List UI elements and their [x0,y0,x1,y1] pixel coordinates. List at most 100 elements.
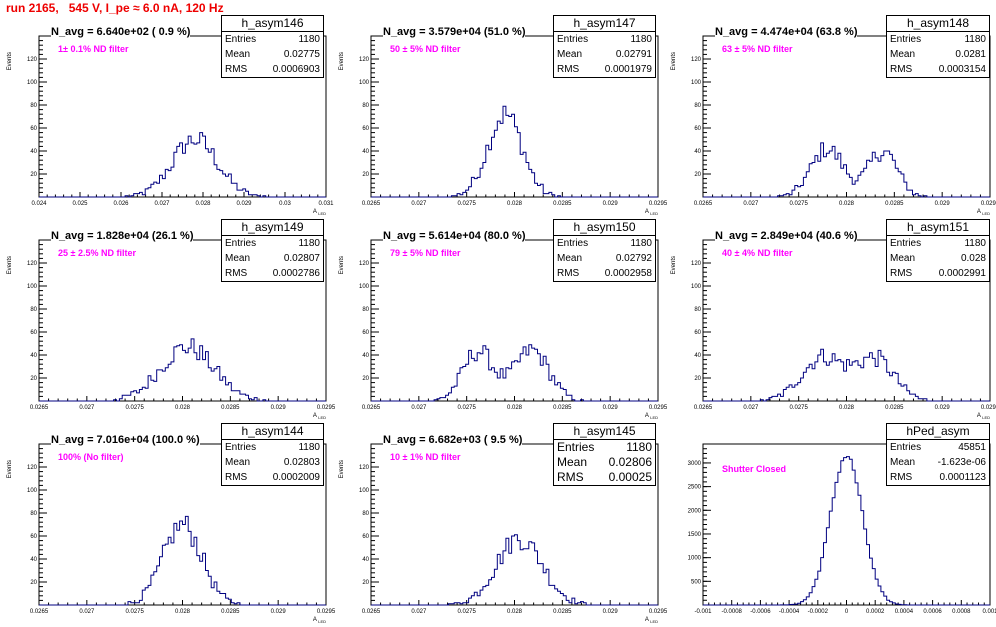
y-tick-label: 100 [27,284,38,290]
stats-row: RMS 0.0001979 [554,62,655,77]
stats-box: h_asym144 Entries 1180 Mean 0.02803 RMS 0.0002… [221,423,324,486]
y-tick-label: 100 [27,80,38,86]
histogram-title: h_asym148 [887,16,989,32]
stats-row: Mean 0.02775 [222,47,323,62]
x-axis-label: A LED [645,209,658,216]
x-tick-label: 0.028 [175,405,191,411]
histogram-panel-h_asym149: 0.0265 0.027 0.0275 0.028 0.0285 0.029 0.0295 2… [0,218,336,423]
stats-value: 0.02775 [283,49,320,60]
x-tick-label: 0.03 [279,201,291,207]
stats-value: 0.02792 [615,253,652,264]
y-tick-label: 40 [362,557,369,563]
x-tick-label: -0.0008 [722,609,743,615]
x-tick-label: 0.028 [839,201,855,207]
histogram-panel-h_asym150: 0.0265 0.027 0.0275 0.028 0.0285 0.029 0.0295 2… [332,218,668,423]
stats-key: RMS [890,64,913,75]
x-tick-label: -0.0006 [750,609,771,615]
x-tick-label: 0.029 [935,201,951,207]
x-tick-label: 0.026 [113,201,129,207]
x-tick-label: 0.028 [839,405,855,411]
stats-key: Entries [225,34,257,45]
stats-row: RMS 0.0002786 [222,266,323,281]
stats-row: Entries 1180 [554,236,655,251]
x-tick-label: 0.0295 [649,609,668,615]
x-tick-label: 0.0275 [125,609,144,615]
n-avg-annotation: N_avg = 1.828e+04 (26.1 %) [51,230,194,242]
y-tick-label: 40 [362,353,369,359]
stats-value: 0.02803 [283,457,320,468]
x-tick-label: 0.029 [271,609,287,615]
stats-row: Mean 0.02806 [554,455,655,470]
stats-box: h_asym145 Entries 1180 Mean 0.02806 RMS 0.0002… [553,423,656,486]
stats-value: 0.0281 [955,49,986,60]
filter-label: Shutter Closed [722,464,787,474]
histogram-plot: -0.001 -0.0008 -0.0006 -0.0004 -0.0002 0 0.000… [688,443,996,615]
stats-row: Mean 0.028 [887,251,989,266]
stats-row: RMS 0.0002958 [554,266,655,281]
stats-key: Mean [557,455,588,469]
stats-value: 1180 [630,238,652,249]
n-avg-annotation: N_avg = 6.640e+02 ( 0.9 %) [51,26,191,38]
stats-row: Mean -1.623e-06 [887,455,989,470]
histogram-plot: 0.0265 0.027 0.0275 0.028 0.0285 0.029 0.0295 2… [7,443,336,624]
histogram-series [703,348,990,402]
y-tick-label: 80 [362,511,369,517]
y-tick-label: 2000 [688,508,702,514]
x-tick-label: 0.028 [195,201,211,207]
y-tick-label: 20 [30,172,37,178]
stats-row: Mean 0.02807 [222,251,323,266]
x-tick-label: 0.027 [411,201,427,207]
stats-value: 0.0001123 [939,472,986,483]
stats-value: 0.02806 [608,455,652,469]
stats-row: Entries 1180 [554,32,655,47]
x-tick-label: 0.0265 [694,201,713,207]
y-axis-label: Events [671,256,677,274]
stats-value: 0.0003154 [938,64,986,75]
stats-key: RMS [557,64,580,75]
x-axis-label: A LED [977,209,990,216]
stats-value: 1180 [298,34,320,45]
y-tick-label: 20 [362,172,369,178]
x-tick-label: 0.027 [79,405,95,411]
x-tick-label: 0.0285 [553,609,572,615]
stats-row: Entries 1180 [222,32,323,47]
y-tick-label: 3000 [688,461,702,467]
y-tick-label: 120 [27,465,38,471]
x-tick-label: 0.0295 [649,405,668,411]
stats-key: RMS [557,470,584,484]
stats-row: Entries 1180 [887,236,989,251]
histogram-title: h_asym147 [554,16,655,32]
histogram-series [39,338,326,402]
histogram-title: h_asym144 [222,424,323,440]
histogram-title: h_asym151 [887,220,989,236]
x-tick-label: 0.029 [603,201,619,207]
x-tick-label: 0.0265 [30,609,49,615]
x-tick-label: 0.028 [175,609,191,615]
y-tick-label: 80 [694,103,701,109]
n-avg-annotation: N_avg = 4.474e+04 (63.8 %) [715,26,858,38]
y-tick-label: 40 [694,149,701,155]
y-axis-label: Events [339,256,345,274]
x-axis-label: A LED [645,617,658,624]
x-tick-label: 0.0295 [981,201,996,207]
y-tick-label: 1500 [688,532,702,538]
stats-box: h_asym150 Entries 1180 Mean 0.02792 RMS 0.0002… [553,219,656,282]
y-tick-label: 40 [30,353,37,359]
x-tick-label: 0.0275 [789,405,808,411]
stats-row: RMS 0.0002991 [887,266,989,281]
stats-box: h_asym151 Entries 1180 Mean 0.028 RMS 0.000299… [886,219,990,282]
y-tick-label: 80 [362,307,369,313]
histogram-title: h_asym150 [554,220,655,236]
stats-row: RMS 0.0001123 [887,470,989,485]
x-tick-label: 0.0295 [981,405,996,411]
x-tick-label: 0.0006 [923,609,942,615]
y-tick-label: 120 [359,57,370,63]
y-tick-label: 100 [359,488,370,494]
y-tick-label: 20 [694,376,701,382]
run-title: run 2165, 545 V, I_pe ≈ 6.0 nA, 120 Hz [6,1,224,15]
stats-row: Mean 0.02803 [222,455,323,470]
x-tick-label: 0.0004 [895,609,914,615]
histogram-series [703,456,990,606]
filter-label: 25 ± 2.5% ND filter [58,248,136,258]
x-tick-label: 0.029 [271,405,287,411]
